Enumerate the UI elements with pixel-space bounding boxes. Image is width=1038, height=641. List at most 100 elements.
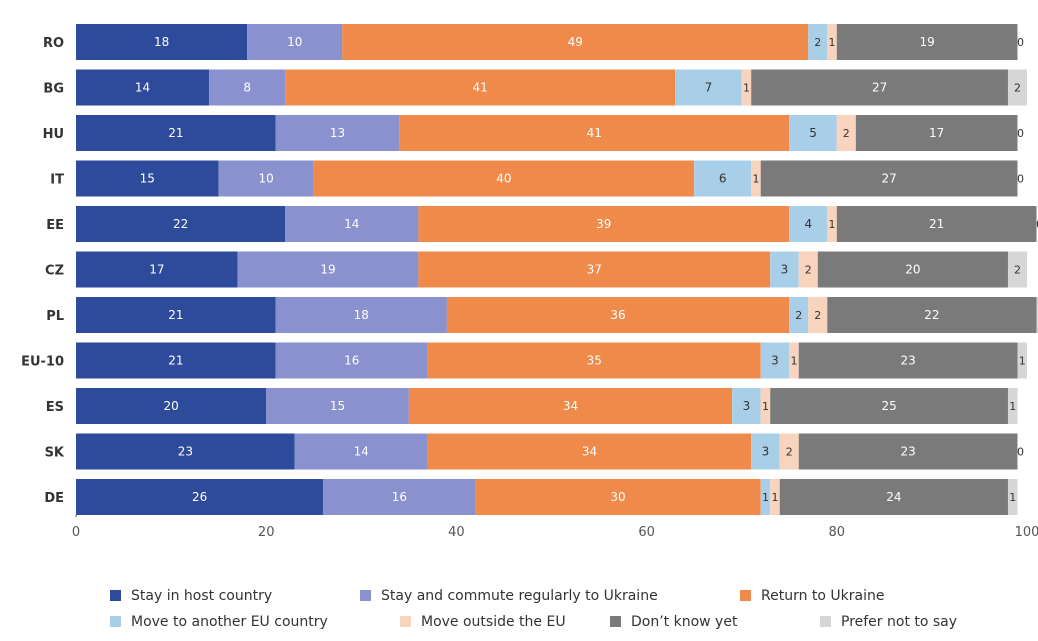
data-label: 36 — [610, 308, 625, 322]
category-label: DE — [44, 491, 64, 506]
data-label: 1 — [1009, 491, 1016, 504]
data-label: 10 — [287, 35, 302, 49]
bar-segment — [798, 251, 818, 288]
bar-segment — [798, 433, 1018, 470]
data-label: 19 — [920, 35, 935, 49]
legend-row-1: Stay in host country Stay and commute re… — [110, 588, 1010, 614]
data-label: 2 — [795, 309, 802, 322]
bar-segment — [294, 433, 428, 470]
bar-segment — [1017, 342, 1027, 379]
bar-segment — [1007, 388, 1018, 424]
data-label: 6 — [719, 172, 727, 186]
bar-segment — [798, 342, 1018, 379]
data-label: 3 — [771, 354, 779, 368]
data-label: 22 — [173, 217, 188, 231]
x-tick-label: 80 — [829, 525, 846, 540]
data-label: 2 — [814, 36, 821, 49]
bar-segment — [76, 24, 248, 60]
data-label: 21 — [168, 308, 183, 322]
bar-segment — [446, 297, 790, 333]
bar-segment — [76, 479, 324, 515]
bar-segment — [76, 115, 276, 151]
bar-segment — [76, 297, 276, 333]
data-label: 26 — [192, 490, 207, 504]
legend-item-move-outside: Move outside the EU — [400, 614, 566, 630]
data-label: 20 — [905, 263, 920, 277]
category-label: PL — [46, 309, 64, 324]
data-label: 3 — [762, 445, 770, 459]
bar-segment — [1007, 69, 1027, 106]
data-label: 16 — [392, 490, 407, 504]
bar-segment — [675, 69, 742, 106]
data-label: 18 — [354, 308, 369, 322]
bar-segment — [408, 388, 733, 424]
data-label: 1 — [762, 491, 769, 504]
bar-segment — [76, 206, 286, 242]
x-tick-label: 100 — [1015, 525, 1038, 540]
data-label: 2 — [805, 264, 812, 277]
category-label: ES — [46, 400, 64, 415]
legend-item-stay-commute: Stay and commute regularly to Ukraine — [360, 588, 658, 604]
bar-segment — [808, 297, 828, 333]
bar-segment — [342, 24, 809, 60]
legend-item-stay-host: Stay in host country — [110, 588, 272, 604]
bar-segment — [313, 160, 695, 197]
chart-legend: Stay in host country Stay and commute re… — [110, 588, 1010, 640]
category-label: HU — [43, 127, 64, 142]
bar-segment — [418, 206, 790, 242]
category-label: EU-10 — [21, 355, 64, 370]
data-label: 30 — [610, 490, 625, 504]
bar-segment — [855, 115, 1018, 151]
data-label: 20 — [163, 399, 178, 413]
data-label: 0 — [1017, 446, 1024, 459]
bar-segment — [770, 251, 799, 288]
data-label: 0 — [1036, 218, 1038, 231]
bar-segment — [808, 24, 828, 60]
data-label: 2 — [843, 127, 850, 140]
bar-segment — [836, 24, 1018, 60]
data-label: 14 — [135, 81, 150, 95]
category-label: CZ — [45, 264, 64, 279]
bar-segment — [418, 251, 771, 288]
data-label: 0 — [1017, 173, 1024, 186]
x-tick-label: 40 — [448, 525, 465, 540]
data-label: 1 — [791, 355, 798, 368]
data-label: 2 — [786, 446, 793, 459]
data-label: 37 — [587, 263, 602, 277]
data-label: 2 — [1014, 82, 1021, 95]
legend-swatch — [400, 616, 411, 627]
bar-segment — [779, 433, 799, 470]
bar-segment — [789, 297, 809, 333]
data-label: 17 — [929, 126, 944, 140]
data-label: 35 — [587, 354, 602, 368]
bar-segment — [760, 160, 1018, 197]
data-label: 0 — [1017, 127, 1024, 140]
data-label: 40 — [496, 172, 511, 186]
data-label: 10 — [259, 172, 274, 186]
data-label: 23 — [178, 445, 193, 459]
data-label: 21 — [168, 354, 183, 368]
data-label: 27 — [872, 81, 887, 95]
data-label: 1 — [743, 82, 750, 95]
data-label: 2 — [1014, 264, 1021, 277]
data-label: 7 — [705, 81, 713, 95]
data-label: 5 — [809, 126, 817, 140]
legend-label: Stay in host country — [131, 588, 273, 604]
data-label: 1 — [1019, 355, 1026, 368]
legend-swatch — [740, 590, 751, 601]
data-label: 23 — [900, 354, 915, 368]
bar-segment — [247, 24, 343, 60]
bar-segment — [209, 69, 286, 106]
bar-segment — [285, 69, 676, 106]
bar-segment — [751, 160, 761, 197]
bar-segment — [779, 479, 1008, 515]
legend-swatch — [360, 590, 371, 601]
category-label: RO — [43, 36, 64, 51]
bar-segment — [694, 160, 752, 197]
bar-segment — [76, 251, 238, 288]
x-tick-label: 0 — [72, 525, 80, 540]
legend-swatch — [110, 590, 121, 601]
data-label: 17 — [149, 263, 164, 277]
bar-segment — [770, 388, 1008, 424]
bar-segment — [827, 24, 837, 60]
